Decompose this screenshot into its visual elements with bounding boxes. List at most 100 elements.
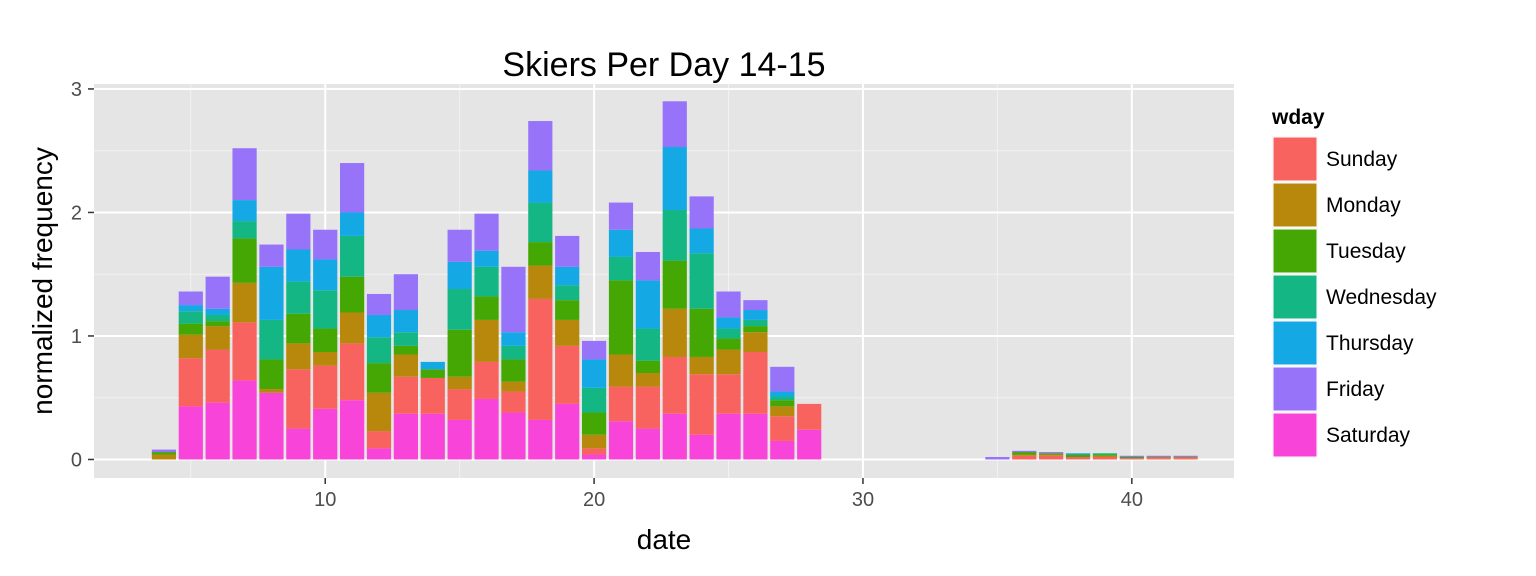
bar-monday-17 — [501, 381, 526, 392]
bar-friday-24 — [689, 196, 714, 229]
y-tick-label: 0 — [71, 449, 82, 471]
chart-title: Skiers Per Day 14-15 — [502, 46, 825, 84]
bar-saturday-7 — [232, 380, 257, 460]
legend-label-tuesday: Tuesday — [1326, 240, 1406, 263]
bar-wednesday-27 — [770, 396, 795, 401]
bar-tuesday-25 — [716, 338, 741, 350]
bar-sunday-23 — [662, 356, 687, 414]
bar-tuesday-9 — [286, 313, 311, 344]
bar-tuesday-21 — [608, 280, 634, 355]
bar-sunday-14 — [420, 377, 445, 414]
x-tick-label: 10 — [314, 489, 336, 511]
bar-saturday-21 — [608, 421, 634, 460]
x-tick-label: 20 — [583, 489, 605, 511]
bar-thursday-11 — [340, 212, 365, 236]
bar-thursday-16 — [474, 250, 499, 267]
bar-sunday-22 — [635, 386, 660, 429]
bar-friday-8 — [259, 244, 284, 267]
y-axis-title: normalized frequency — [27, 147, 58, 415]
bar-tuesday-24 — [689, 308, 714, 357]
bar-sunday-11 — [340, 343, 365, 401]
legend-swatch-tuesday — [1272, 228, 1318, 274]
bar-friday-7 — [232, 148, 257, 201]
bar-friday-23 — [662, 101, 687, 147]
bar-friday-6 — [205, 276, 230, 309]
bar-saturday-13 — [393, 413, 418, 460]
bar-wednesday-18 — [528, 202, 553, 243]
bar-tuesday-15 — [447, 329, 472, 377]
bar-wednesday-9 — [286, 281, 311, 314]
bar-wednesday-13 — [393, 332, 418, 346]
bar-tuesday-20 — [581, 412, 607, 435]
bar-sunday-20 — [581, 448, 607, 455]
bar-sunday-12 — [366, 431, 392, 449]
bar-thursday-18 — [528, 170, 553, 203]
bar-friday-25 — [716, 291, 741, 318]
bar-wednesday-26 — [743, 319, 768, 327]
bar-tuesday-4 — [151, 452, 177, 455]
bar-thursday-20 — [581, 359, 607, 388]
bar-sunday-40 — [1119, 458, 1144, 460]
legend-label-wednesday: Wednesday — [1326, 286, 1437, 309]
bar-sunday-37 — [1039, 455, 1064, 460]
bar-tuesday-17 — [501, 359, 526, 382]
bar-wednesday-5 — [178, 311, 203, 324]
bar-monday-36 — [1012, 454, 1037, 456]
bar-wednesday-16 — [474, 266, 499, 297]
bar-tuesday-18 — [528, 242, 553, 266]
bars — [151, 101, 1198, 460]
bar-friday-27 — [770, 366, 795, 392]
y-tick-label: 3 — [71, 79, 82, 101]
bar-thursday-13 — [393, 310, 418, 333]
bar-wednesday-24 — [689, 253, 714, 309]
legend-label-thursday: Thursday — [1326, 332, 1414, 355]
bar-friday-22 — [635, 251, 660, 281]
y-tick-label: 2 — [71, 202, 82, 224]
bar-thursday-15 — [447, 261, 472, 290]
bar-monday-13 — [393, 354, 418, 377]
bar-wednesday-8 — [259, 319, 284, 360]
bar-thursday-22 — [635, 280, 660, 329]
bar-friday-10 — [313, 229, 338, 260]
axes: 0 1 2 3 10 20 30 40 — [71, 79, 1143, 511]
bar-saturday-10 — [313, 408, 338, 460]
bar-friday-42 — [1173, 455, 1198, 458]
bar-saturday-16 — [474, 398, 499, 460]
bar-saturday-28 — [797, 429, 822, 460]
bar-thursday-5 — [178, 305, 203, 312]
bar-saturday-22 — [635, 428, 660, 460]
bar-thursday-8 — [259, 266, 284, 320]
bar-thursday-12 — [366, 314, 392, 338]
bar-tuesday-19 — [555, 300, 580, 320]
bar-friday-5 — [178, 291, 203, 306]
x-tick-label: 40 — [1121, 489, 1143, 511]
bar-wednesday-11 — [340, 235, 365, 277]
bar-tuesday-12 — [366, 363, 392, 393]
bar-tuesday-37 — [1039, 453, 1064, 455]
x-tick-label: 30 — [852, 489, 874, 511]
bar-friday-13 — [393, 274, 418, 311]
bar-saturday-20 — [581, 454, 607, 460]
bar-friday-37 — [1039, 452, 1064, 454]
bar-thursday-19 — [555, 266, 580, 286]
legend-swatch-wednesday — [1272, 274, 1318, 320]
bar-wednesday-20 — [581, 387, 607, 413]
bar-tuesday-22 — [635, 360, 660, 374]
bar-thursday-7 — [232, 200, 257, 222]
bar-sunday-24 — [689, 374, 714, 435]
bar-wednesday-25 — [716, 328, 741, 339]
legend-label-sunday: Sunday — [1326, 148, 1398, 171]
bar-saturday-17 — [501, 412, 526, 460]
bar-monday-20 — [581, 434, 607, 449]
bar-friday-26 — [743, 300, 768, 311]
bar-tuesday-39 — [1092, 454, 1118, 456]
legend-label-saturday: Saturday — [1326, 424, 1411, 447]
bar-sunday-16 — [474, 361, 499, 399]
bar-sunday-27 — [770, 416, 795, 441]
bar-thursday-21 — [608, 229, 634, 257]
bar-wednesday-7 — [232, 221, 257, 239]
bar-monday-24 — [689, 356, 714, 375]
bar-monday-5 — [178, 334, 203, 359]
bar-sunday-19 — [555, 345, 580, 404]
